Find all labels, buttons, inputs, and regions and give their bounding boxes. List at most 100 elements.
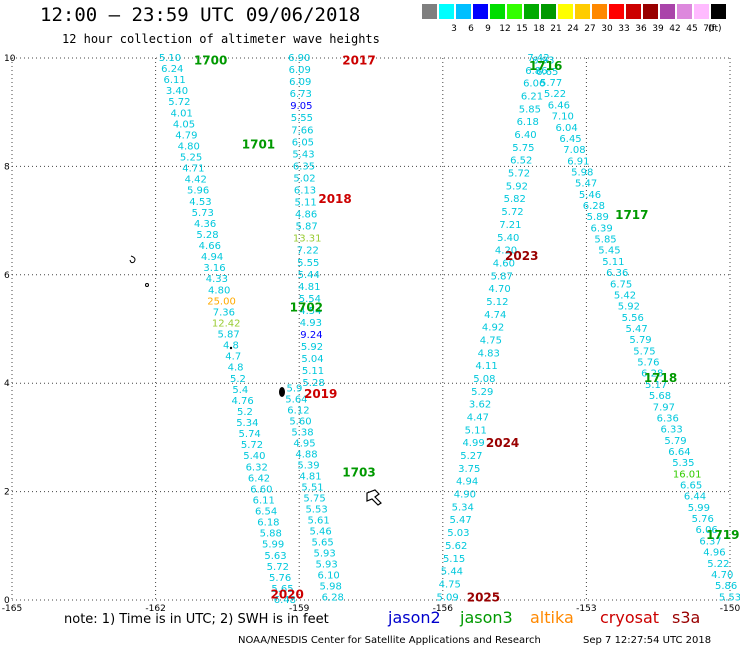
color-scale-swatch: [439, 4, 454, 19]
wave-height-value: 5.76: [637, 358, 659, 369]
wave-height-value: 5.44: [298, 270, 320, 281]
wave-height-value: 5.88: [260, 529, 282, 540]
wave-height-value: 5.61: [307, 515, 329, 526]
wave-height-value: 6.11: [253, 495, 275, 506]
wave-height-value: 5.15: [443, 554, 465, 565]
pass-time-label: 1703: [342, 466, 375, 480]
wave-height-value: 5.09: [436, 592, 458, 603]
wave-height-value: 5.55: [291, 113, 313, 124]
wave-height-value: 6.75: [610, 279, 632, 290]
wave-height-value: 6.12: [287, 406, 309, 417]
wave-height-value: 5.99: [262, 540, 284, 551]
color-scale-label: 42: [669, 24, 681, 34]
y-tick-label: 10: [4, 54, 16, 64]
wave-height-value: 3.75: [458, 464, 480, 475]
wave-height-value: 5.87: [491, 271, 513, 282]
wave-height-value: 4.70: [711, 570, 733, 581]
wave-height-value: 4.83: [478, 348, 500, 359]
color-scale-swatch: [422, 4, 437, 19]
color-scale-swatch: [473, 4, 488, 19]
wave-height-value: 5.17: [645, 380, 667, 391]
wave-height-value: 5.65: [271, 584, 293, 595]
wave-height-value: 5.87: [217, 330, 239, 341]
wave-height-value: 6.06: [696, 525, 718, 536]
wave-height-value: 6.35: [293, 161, 315, 172]
wave-height-value: 16.01: [673, 469, 702, 480]
wave-height-value: 5.11: [294, 198, 316, 209]
wave-height-value: 3.40: [166, 86, 188, 97]
wave-height-value: 6.09: [289, 77, 311, 88]
wave-height-value: 7.10: [552, 112, 574, 123]
wave-height-value: 4.05: [173, 119, 195, 130]
wave-height-value: 6.39: [591, 223, 613, 234]
wave-height-value: 6.90: [288, 53, 310, 64]
wave-height-value: 6.40: [514, 130, 536, 141]
wave-height-value: 4.20: [495, 246, 517, 257]
satellite-legend-jason2: jason2: [388, 608, 441, 627]
wave-height-value: 5.93: [314, 548, 336, 559]
wave-height-value: 4.53: [189, 197, 211, 208]
color-scale-swatch: [490, 4, 505, 19]
wave-height-value: 5.39: [297, 460, 319, 471]
pass-time-label: 2024: [486, 436, 519, 450]
wave-height-value: 6.36: [657, 413, 679, 424]
wave-height-value: 4.94: [201, 252, 223, 263]
pass-time-label: 1701: [242, 138, 275, 152]
wave-height-value: 4.71: [182, 164, 204, 175]
wave-height-value: 5.08: [473, 374, 495, 385]
wave-height-value: 4.54: [299, 306, 321, 317]
wave-height-value: 5.28: [196, 230, 218, 241]
wave-height-value: 5.10: [159, 53, 181, 64]
wave-height-value: 5.47: [626, 324, 648, 335]
wave-height-value: 5.82: [504, 194, 526, 205]
wave-height-value: 5.54: [299, 294, 321, 305]
wave-height-value: 5.03: [447, 528, 469, 539]
wave-height-value: 6.37: [699, 536, 721, 547]
wave-height-value: 5.75: [512, 143, 534, 154]
wave-height-value: 7.97: [653, 402, 675, 413]
note-text: note: 1) Time is in UTC; 2) SWH is in fe…: [64, 612, 329, 627]
wave-height-value: 6.64: [668, 447, 690, 458]
wave-height-value: 25.00: [207, 296, 236, 307]
wave-height-value: 6.36: [606, 268, 628, 279]
color-scale-label: 33: [618, 24, 630, 34]
y-tick-label: 6: [4, 271, 10, 281]
wave-height-value: 7.08: [563, 145, 585, 156]
wave-height-value: 6.05: [292, 137, 314, 148]
wave-height-value: 5.27: [460, 451, 482, 462]
wave-height-value: 6.45: [559, 134, 581, 145]
wave-height-value: 4.80: [208, 285, 230, 296]
pass-time-label: 1702: [290, 300, 323, 314]
island-shape: [129, 255, 136, 264]
wave-height-value: 4.95: [293, 439, 315, 450]
pass-time-label: 2019: [304, 387, 337, 401]
wave-height-value: 5.73: [192, 208, 214, 219]
wave-height-value: 6.44: [684, 492, 706, 503]
y-tick-label: 0: [4, 596, 10, 606]
pass-time-label: 1700: [194, 54, 227, 68]
wave-height-value: 5.96: [187, 186, 209, 197]
satellite-legend-cryosat: cryosat: [600, 608, 660, 627]
wave-height-value: 5.98: [320, 581, 342, 592]
wave-height-value: 6.21: [521, 92, 543, 103]
wave-height-value: 6.11: [164, 75, 186, 86]
wave-height-value: 4.76: [232, 396, 254, 407]
wave-height-value: 6.65: [680, 481, 702, 492]
wave-height-value: 7.42: [527, 53, 549, 64]
pass-time-label: 2018: [318, 192, 351, 206]
color-scale-swatch: [711, 4, 726, 19]
wave-height-value: 5.85: [519, 104, 541, 115]
wave-height-value: 5.72: [501, 207, 523, 218]
color-scale-swatch: [626, 4, 641, 19]
wave-height-value: 5.72: [241, 440, 263, 451]
wave-height-value: 5.53: [305, 504, 327, 515]
wave-height-value: 5.55: [297, 258, 319, 269]
pass-time-label: 1719: [706, 528, 739, 542]
color-scale-swatch: [456, 4, 471, 19]
wave-height-value: 4.42: [185, 175, 207, 186]
pass-time-label: 1718: [644, 371, 677, 385]
wave-height-value: 5.11: [302, 366, 324, 377]
wave-height-value: 6.91: [567, 156, 589, 167]
x-tick-label: -162: [145, 604, 165, 614]
wave-height-value: 6.24: [161, 64, 183, 75]
